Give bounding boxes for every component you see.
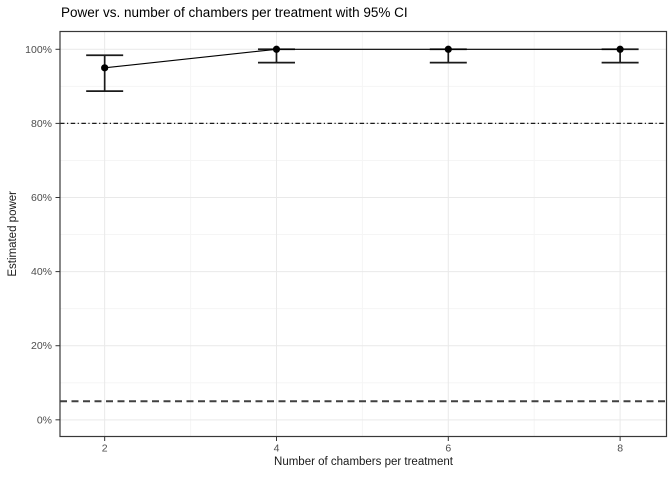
y-axis-title-wrap: Estimated power [4,31,21,437]
y-tick-label: 80% [31,118,52,130]
panel-background [60,31,667,437]
chart-title: Power vs. number of chambers per treatme… [61,5,408,20]
x-tick-label: 2 [102,443,108,455]
data-point [101,64,109,72]
y-axis-title: Estimated power [6,191,19,277]
data-point [444,45,452,53]
trend-line [104,48,621,69]
x-tick-label: 6 [445,443,451,455]
y-tick-label: 40% [31,266,52,278]
data-point [272,45,281,53]
data-point [616,45,624,53]
x-axis-title: Number of chambers per treatment [274,456,453,468]
x-tick-label: 8 [617,443,623,455]
y-tick-label: 0% [37,414,52,426]
panel-border [59,30,668,438]
y-tick-label: 100% [25,44,52,56]
x-tick-label: 4 [274,443,280,455]
y-tick-label: 20% [31,340,52,352]
y-tick-label: 60% [31,192,52,204]
